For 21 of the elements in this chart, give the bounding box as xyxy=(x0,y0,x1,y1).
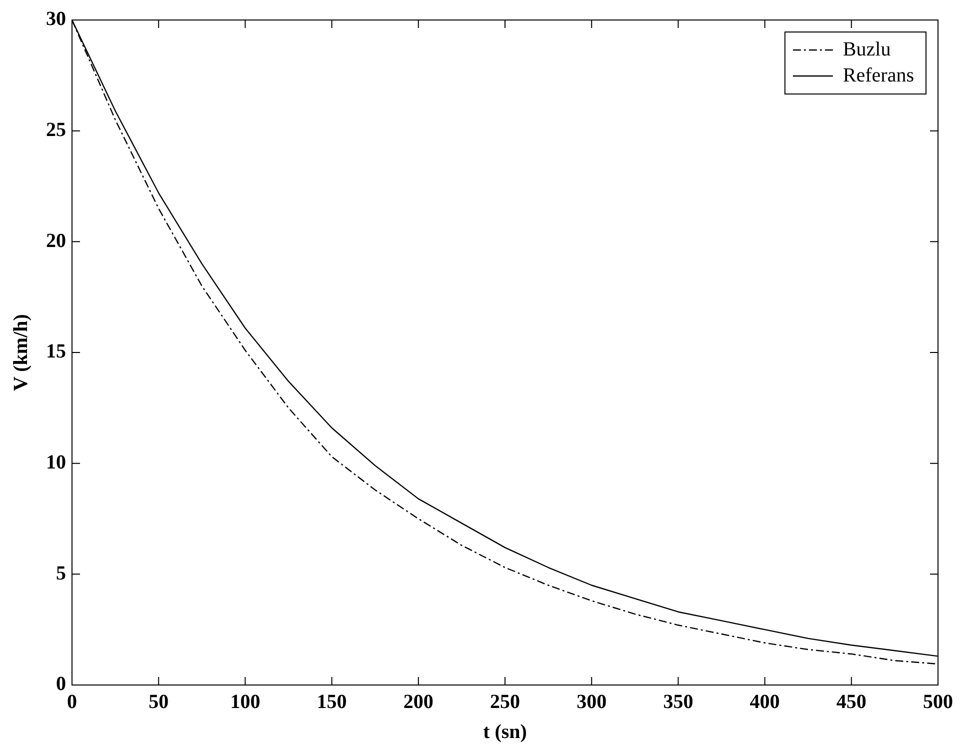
x-tick-label: 150 xyxy=(316,691,347,714)
legend-label: Buzlu xyxy=(842,38,891,60)
legend-label: Referans xyxy=(842,64,914,86)
y-tick-label: 5 xyxy=(56,562,66,584)
x-tick-label: 50 xyxy=(148,691,169,714)
y-tick-label: 15 xyxy=(46,340,66,363)
x-tick-label: 100 xyxy=(230,691,260,714)
y-tick-label: 0 xyxy=(56,673,66,696)
y-tick-label: 25 xyxy=(46,119,66,142)
x-axis-title: t (sn) xyxy=(483,721,527,744)
x-tick-label: 250 xyxy=(490,691,520,714)
y-tick-label: 10 xyxy=(46,452,66,474)
y-axis-title: V (km/h) xyxy=(10,314,32,391)
x-tick-label: 400 xyxy=(750,691,780,714)
y-tick-label: 30 xyxy=(46,8,66,30)
x-tick-label: 450 xyxy=(836,691,866,714)
x-tick-label: 500 xyxy=(923,691,953,714)
x-tick-label: 200 xyxy=(403,691,434,714)
x-tick-label: 300 xyxy=(576,691,607,714)
y-tick-label: 20 xyxy=(46,230,66,252)
x-tick-label: 350 xyxy=(663,691,694,714)
